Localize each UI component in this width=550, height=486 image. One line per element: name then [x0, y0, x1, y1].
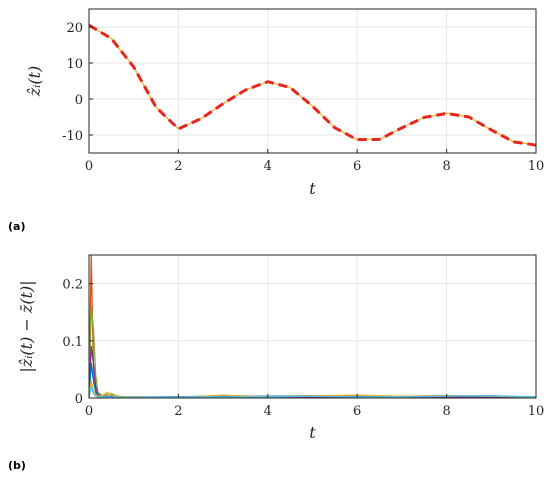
series-line-6 [89, 385, 536, 398]
panel-label: (b) [8, 459, 26, 472]
series-line-4 [89, 363, 536, 398]
y-tick-label: -10 [62, 129, 83, 144]
y-tick-label: 10 [66, 57, 83, 72]
series-line-2 [89, 24, 536, 146]
x-tick-label: 0 [85, 159, 93, 174]
x-tick-label: 10 [528, 159, 545, 174]
series-line-3 [89, 345, 536, 398]
x-tick-label: 2 [174, 159, 182, 174]
x-tick-label: 0 [85, 404, 93, 419]
x-tick-label: 8 [442, 404, 450, 419]
x-axis-label: t [309, 179, 316, 198]
series-line-1 [89, 255, 536, 398]
y-tick-label: 0.1 [62, 335, 83, 350]
axes-box [88, 254, 537, 399]
x-tick-label: 4 [264, 404, 272, 419]
x-tick-label: 6 [353, 404, 361, 419]
y-tick-label: 0.2 [62, 278, 83, 293]
y-tick-label: 0 [75, 93, 83, 108]
y-axis-label: ẑᵢ(t) [25, 66, 44, 98]
x-tick-label: 10 [528, 404, 545, 419]
x-tick-label: 2 [174, 404, 182, 419]
axes-box [88, 8, 537, 154]
series-line-1 [89, 23, 536, 147]
y-tick-label: 20 [66, 21, 83, 36]
x-axis-label: t [309, 423, 316, 442]
series-line-2 [89, 305, 536, 398]
x-tick-label: 4 [264, 159, 272, 174]
panel-label: (a) [8, 220, 25, 233]
y-tick-label: 0 [75, 392, 83, 407]
x-tick-label: 8 [442, 159, 450, 174]
x-tick-label: 6 [353, 159, 361, 174]
y-axis-label: |ẑᵢ(t) − z̄(t)| [17, 280, 36, 372]
chart-panel-b: 0 2 4 6 8 10 0 0.1 0.2 t |ẑᵢ(t) − z̄(t)| (b) [8, 254, 545, 472]
